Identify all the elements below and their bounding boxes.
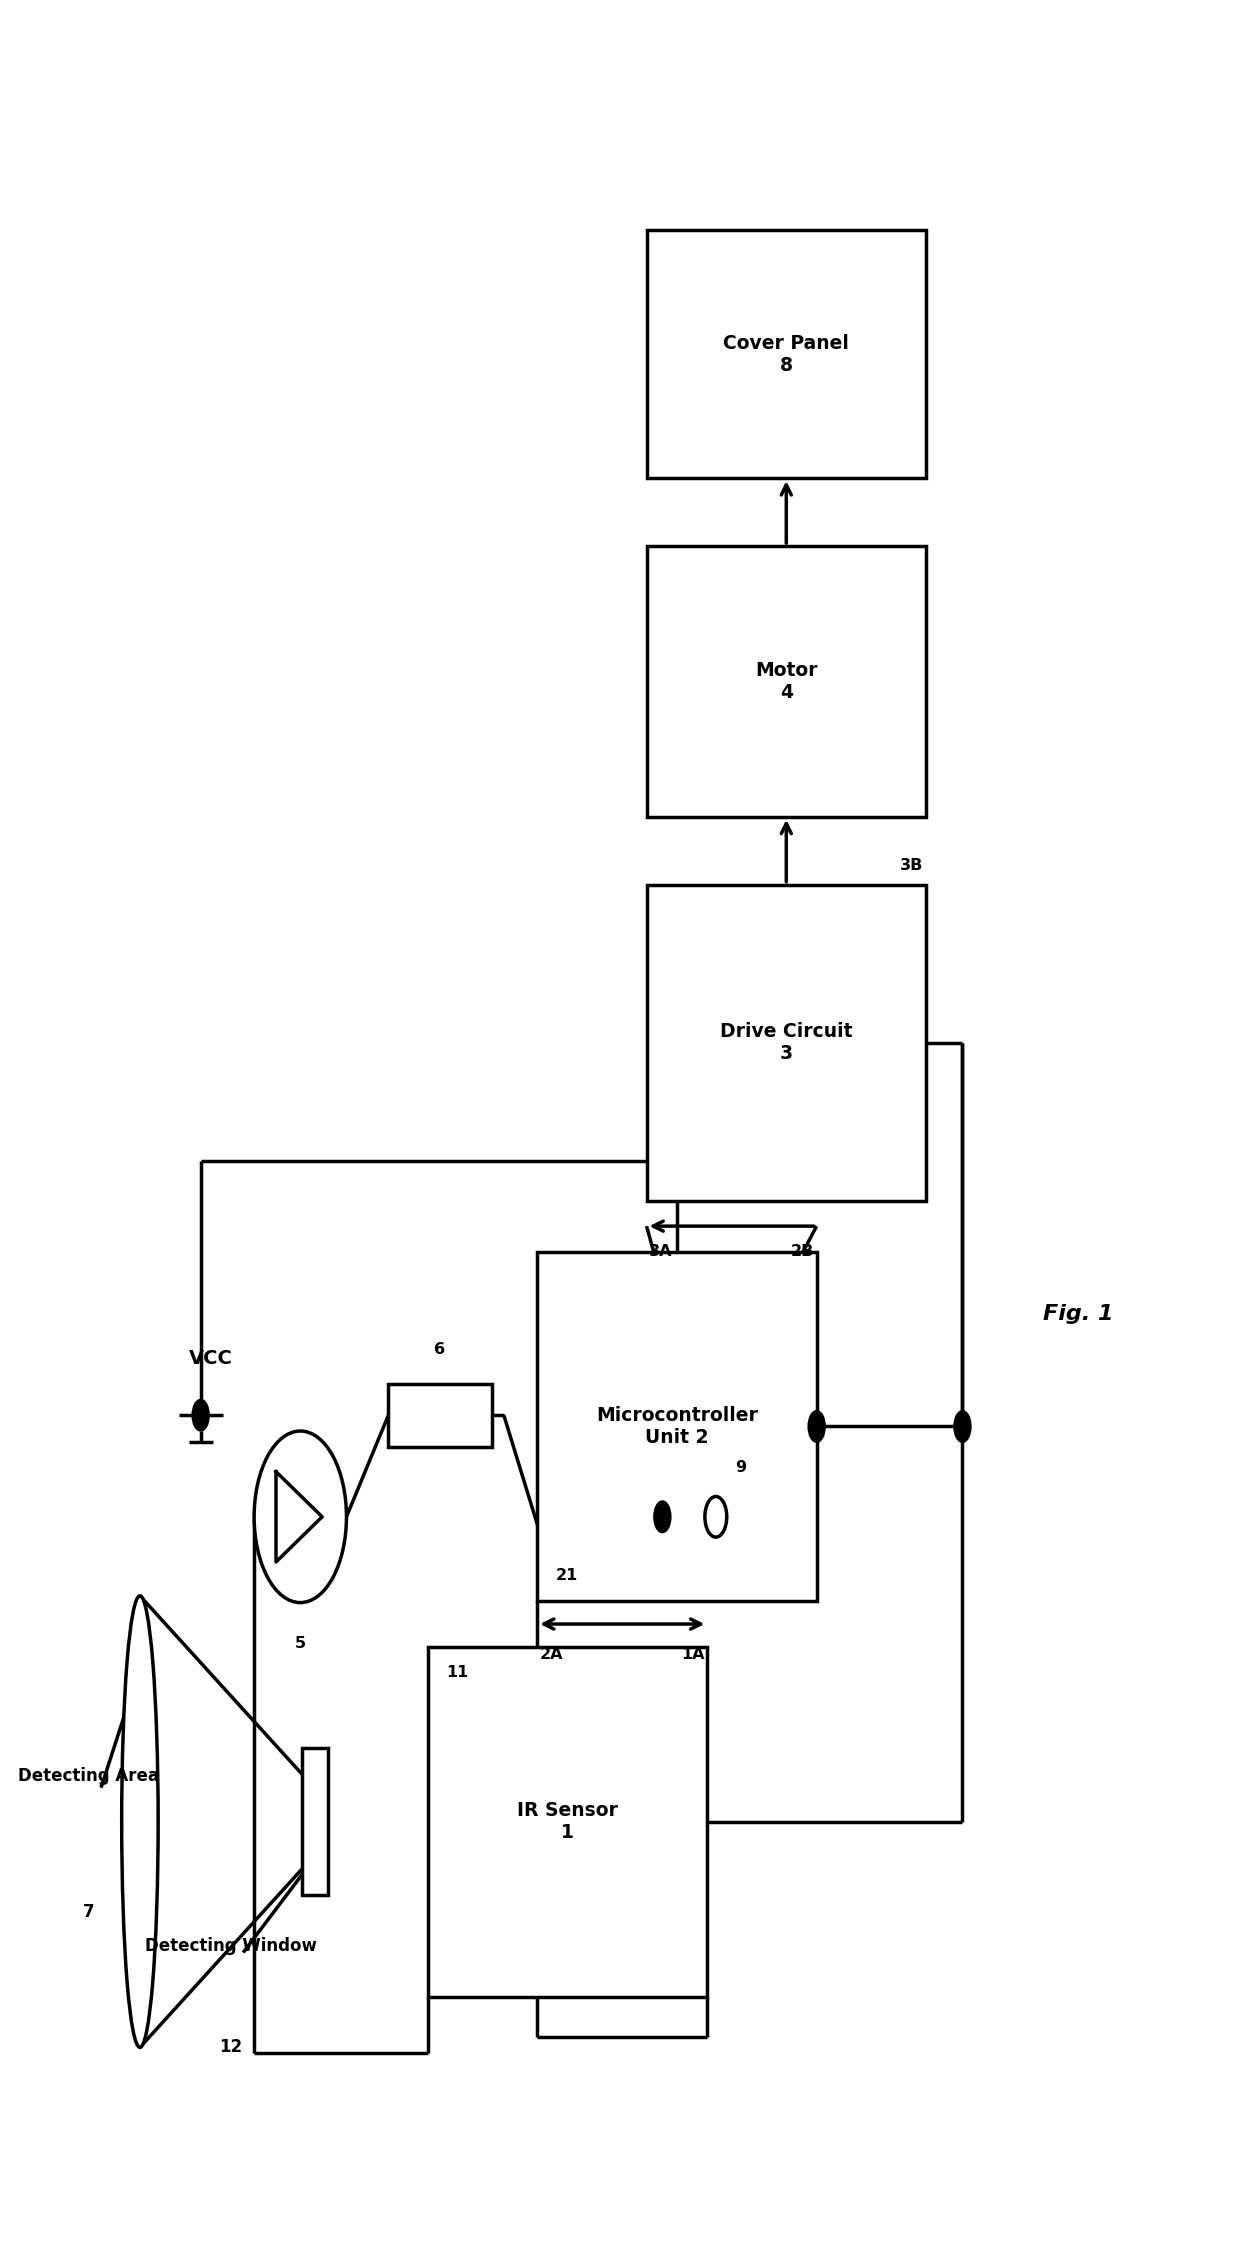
Bar bbox=[646, 546, 926, 818]
Text: 12: 12 bbox=[219, 2039, 243, 2055]
Text: 1A: 1A bbox=[682, 1647, 704, 1661]
Circle shape bbox=[254, 1432, 346, 1602]
Text: 9: 9 bbox=[735, 1459, 746, 1475]
Text: Cover Panel
8: Cover Panel 8 bbox=[723, 333, 849, 374]
Ellipse shape bbox=[122, 1595, 159, 2048]
Circle shape bbox=[653, 1500, 671, 1532]
Text: 21: 21 bbox=[556, 1568, 578, 1584]
Bar bbox=[537, 1251, 817, 1602]
Text: 6: 6 bbox=[434, 1341, 445, 1357]
Text: 11: 11 bbox=[446, 1666, 469, 1679]
Text: VCC: VCC bbox=[188, 1348, 232, 1369]
Text: 2A: 2A bbox=[539, 1647, 563, 1661]
Text: 3B: 3B bbox=[900, 859, 924, 872]
Text: 5: 5 bbox=[295, 1636, 306, 1652]
Circle shape bbox=[808, 1412, 825, 1441]
Text: IR Sensor
1: IR Sensor 1 bbox=[517, 1801, 618, 1842]
Text: 3A: 3A bbox=[649, 1244, 672, 1260]
Bar bbox=[646, 884, 926, 1201]
Text: 2B: 2B bbox=[791, 1244, 815, 1260]
Bar bbox=[388, 1385, 491, 1446]
Text: 7: 7 bbox=[83, 1903, 94, 1922]
Circle shape bbox=[704, 1496, 727, 1536]
Circle shape bbox=[954, 1412, 971, 1441]
Text: Motor
4: Motor 4 bbox=[755, 662, 817, 702]
Text: Detecting Window: Detecting Window bbox=[145, 1937, 317, 1956]
Text: Drive Circuit
3: Drive Circuit 3 bbox=[720, 1022, 853, 1063]
Bar bbox=[301, 1747, 329, 1894]
Bar bbox=[428, 1647, 707, 1996]
Text: Microcontroller
Unit 2: Microcontroller Unit 2 bbox=[596, 1405, 758, 1448]
Text: Fig. 1: Fig. 1 bbox=[1043, 1303, 1114, 1323]
Bar bbox=[646, 229, 926, 478]
Circle shape bbox=[192, 1400, 210, 1432]
Text: Detecting Area: Detecting Area bbox=[19, 1767, 160, 1786]
